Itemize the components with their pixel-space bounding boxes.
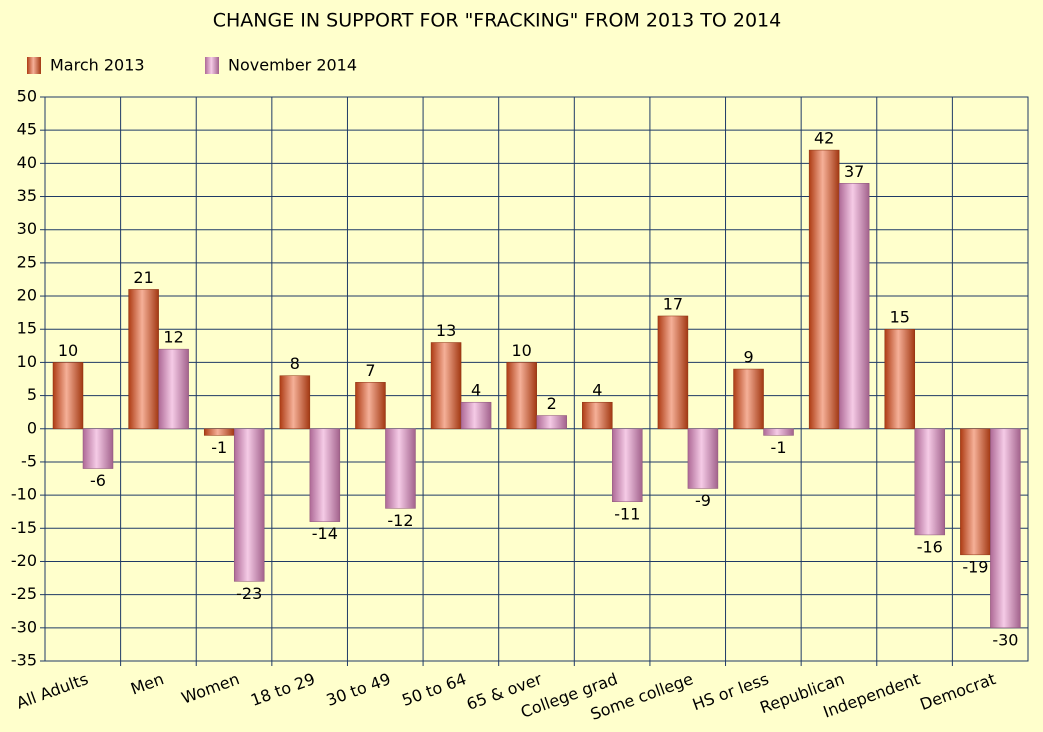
bar bbox=[733, 368, 764, 430]
y-tick-label: -15 bbox=[11, 518, 37, 537]
value-label: 4 bbox=[592, 381, 602, 400]
value-label: 13 bbox=[436, 321, 456, 340]
value-label: -11 bbox=[614, 504, 640, 523]
y-tick-label: -5 bbox=[21, 451, 37, 470]
y-tick-label: -20 bbox=[11, 551, 37, 570]
value-label: 17 bbox=[663, 294, 683, 313]
y-tick-label: 5 bbox=[27, 385, 37, 404]
value-label: -14 bbox=[312, 524, 338, 543]
bar bbox=[158, 348, 189, 430]
bar bbox=[687, 428, 719, 489]
y-tick-label: 25 bbox=[17, 252, 37, 271]
value-label: 7 bbox=[365, 361, 375, 380]
bar bbox=[914, 428, 946, 536]
legend-swatch bbox=[205, 57, 219, 74]
bar bbox=[279, 375, 311, 430]
legend-label: November 2014 bbox=[228, 56, 357, 75]
bar bbox=[355, 382, 386, 430]
y-tick-label: -10 bbox=[11, 485, 37, 504]
y-tick-label: -30 bbox=[11, 617, 37, 636]
chart-title: CHANGE IN SUPPORT FOR "FRACKING" FROM 20… bbox=[213, 10, 782, 32]
bar bbox=[385, 428, 416, 509]
bar bbox=[506, 362, 537, 430]
legend-label: March 2013 bbox=[50, 56, 145, 75]
value-label: -1 bbox=[771, 438, 787, 457]
value-label: -16 bbox=[917, 537, 943, 556]
bar bbox=[309, 428, 341, 522]
value-label: 37 bbox=[844, 162, 864, 181]
bar bbox=[763, 428, 794, 436]
bar bbox=[990, 428, 1021, 629]
value-label: 12 bbox=[163, 328, 183, 347]
value-label: 9 bbox=[743, 348, 753, 367]
bar bbox=[233, 428, 265, 582]
y-tick-label: 30 bbox=[17, 219, 37, 238]
legend-swatch bbox=[27, 57, 41, 74]
bar bbox=[808, 149, 840, 430]
value-label: -23 bbox=[236, 584, 262, 603]
bar bbox=[52, 362, 84, 430]
bar bbox=[657, 315, 689, 430]
bar bbox=[582, 401, 613, 430]
value-label: 21 bbox=[133, 268, 153, 287]
value-label: 10 bbox=[512, 341, 532, 360]
y-tick-label: 0 bbox=[27, 418, 37, 437]
bar bbox=[430, 342, 462, 430]
y-tick-label: 40 bbox=[17, 153, 37, 172]
y-tick-label: 35 bbox=[17, 186, 37, 205]
value-label: 8 bbox=[290, 354, 300, 373]
bar bbox=[82, 428, 114, 469]
bar bbox=[460, 401, 492, 430]
bar bbox=[203, 428, 235, 436]
y-tick-label: 50 bbox=[17, 87, 37, 106]
y-tick-label: 20 bbox=[17, 286, 37, 305]
value-label: -30 bbox=[992, 630, 1018, 649]
bar bbox=[838, 183, 870, 430]
value-label: 15 bbox=[890, 308, 910, 327]
y-tick-label: 15 bbox=[17, 319, 37, 338]
value-label: -19 bbox=[962, 557, 988, 576]
y-tick-label: 45 bbox=[17, 120, 37, 139]
y-tick-label: -35 bbox=[11, 651, 37, 670]
y-tick-label: 10 bbox=[17, 352, 37, 371]
value-label: 10 bbox=[58, 341, 78, 360]
value-label: -6 bbox=[90, 471, 106, 490]
bar bbox=[612, 428, 643, 503]
bar bbox=[884, 328, 916, 430]
value-label: -12 bbox=[387, 511, 413, 530]
value-label: -9 bbox=[695, 491, 711, 510]
value-label: 4 bbox=[471, 381, 481, 400]
value-label: 2 bbox=[547, 394, 557, 413]
bar bbox=[536, 415, 567, 430]
value-label: -1 bbox=[211, 438, 227, 457]
value-label: 42 bbox=[814, 129, 834, 148]
bar bbox=[960, 428, 991, 556]
bar bbox=[128, 289, 159, 430]
y-tick-label: -25 bbox=[11, 584, 37, 603]
